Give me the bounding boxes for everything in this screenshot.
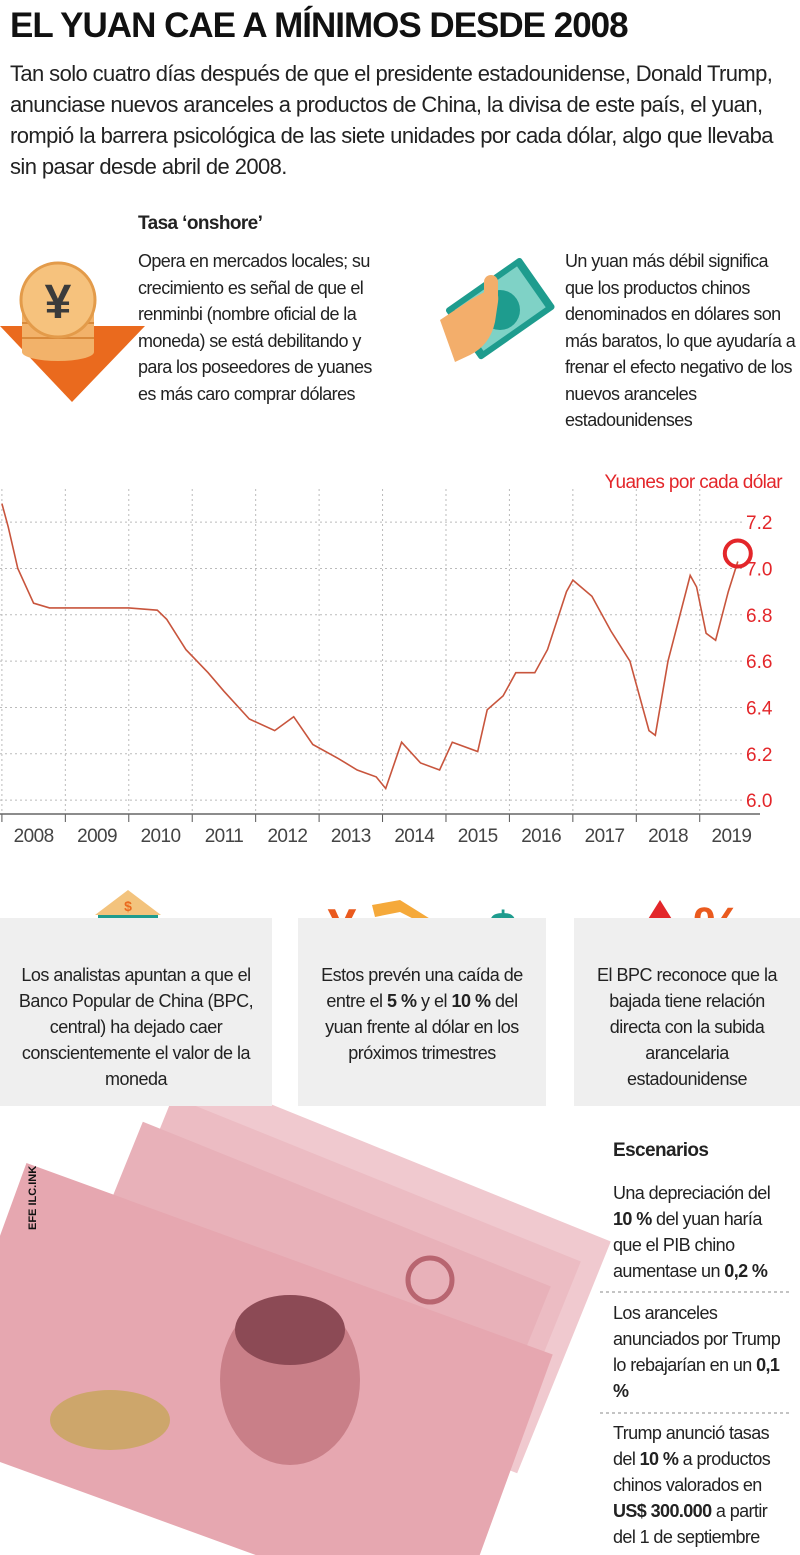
text: Estos prevén una caída de entre el bbox=[321, 965, 523, 1011]
onshore-text: Opera en mercados locales; su crecimient… bbox=[138, 251, 372, 404]
highlight-circle bbox=[722, 538, 753, 569]
section-title: Tasa ‘onshore’ bbox=[138, 213, 263, 234]
title: EL YUAN CAE A MÍNIMOS DESDE 2008 bbox=[10, 6, 629, 45]
text: a productos chinos valorados en bbox=[613, 1449, 771, 1495]
x-tick-label: 2011 bbox=[205, 826, 243, 847]
text: del yuan haría que el PIB chino aumentas… bbox=[613, 1209, 762, 1281]
x-tick-label: 2009 bbox=[77, 826, 117, 847]
text: El BPC reconoce que la bajada tiene rela… bbox=[596, 965, 778, 1089]
y-tick-label: 6.4 bbox=[746, 698, 773, 719]
x-tick-label: 2019 bbox=[712, 826, 752, 847]
highlight: 0,1 % bbox=[613, 1355, 780, 1401]
bank-dollar: $ bbox=[124, 898, 132, 914]
x-tick-label: 2015 bbox=[458, 826, 498, 847]
highlight: US$ 300.000 bbox=[613, 1501, 712, 1521]
line-series bbox=[1, 503, 739, 791]
highlight: 10 % bbox=[639, 1449, 679, 1469]
highlight: 5 % bbox=[386, 991, 417, 1011]
x-tick-label: 2013 bbox=[331, 826, 371, 847]
info-box: Estos prevén una caída de entre el 5 % y… bbox=[298, 918, 546, 1106]
text: a partir del 1 de septiembre bbox=[613, 1501, 768, 1547]
text: del yuan frente al dólar en los próximos… bbox=[325, 991, 519, 1063]
info-box: El BPC reconoce que la bajada tiene rela… bbox=[574, 918, 800, 1106]
x-tick-label: 2016 bbox=[521, 826, 561, 847]
chart: Yuanes por cada dólar 6.0 6.2 6.4 6.6 6.8 7.0 7… bbox=[0, 472, 784, 847]
scenarios-title: Escenarios bbox=[613, 1140, 709, 1161]
y-tick-label: 6.0 bbox=[746, 791, 772, 812]
intro: Tan solo cuatro días después de que el p… bbox=[10, 61, 774, 179]
y-tick-label: 7.0 bbox=[746, 559, 772, 580]
scenario: Trump anunció tasas del 10 % a productos… bbox=[613, 1420, 793, 1550]
text: Los aranceles anunciados por Trump lo re… bbox=[613, 1303, 781, 1375]
highlight: 0,2 % bbox=[724, 1261, 768, 1281]
y-tick-label: 6.8 bbox=[746, 606, 772, 627]
text: Trump anunció tasas del bbox=[613, 1423, 770, 1469]
y-tick-label: 6.6 bbox=[746, 652, 772, 673]
credit: EFE ILC.INK bbox=[27, 1166, 39, 1230]
x-tick-label: 2010 bbox=[141, 826, 181, 847]
x-tick-label: 2014 bbox=[394, 826, 435, 847]
y-tick-label: 6.2 bbox=[746, 745, 772, 766]
x-tick-label: 2012 bbox=[267, 826, 307, 847]
x-tick-label: 2008 bbox=[14, 826, 54, 847]
coin-stack bbox=[19, 261, 97, 361]
x-tick-label: 2018 bbox=[648, 826, 688, 847]
y-axis-label: Yuanes por cada dólar bbox=[604, 472, 783, 493]
text: y el bbox=[416, 991, 452, 1011]
yen-symbol: ¥ bbox=[45, 276, 72, 329]
y-tick-label: 7.2 bbox=[746, 513, 772, 534]
x-tick-label: 2017 bbox=[585, 826, 625, 847]
highlight: 10 % bbox=[613, 1209, 652, 1229]
weak-yuan-text: Un yuan más débil significa que los prod… bbox=[565, 251, 796, 430]
text: Los analistas apuntan a que el Banco Pop… bbox=[18, 965, 254, 1089]
scenario: Los aranceles anunciados por Trump lo re… bbox=[613, 1300, 793, 1404]
info-box: Los analistas apuntan a que el Banco Pop… bbox=[0, 918, 272, 1106]
banknotes-photo bbox=[0, 1076, 611, 1555]
highlight: 10 % bbox=[451, 991, 492, 1011]
text: Una depreciación del bbox=[613, 1183, 771, 1203]
scenario: Una depreciación del 10 % del yuan haría… bbox=[613, 1180, 793, 1284]
money-hand-icon bbox=[440, 258, 555, 362]
